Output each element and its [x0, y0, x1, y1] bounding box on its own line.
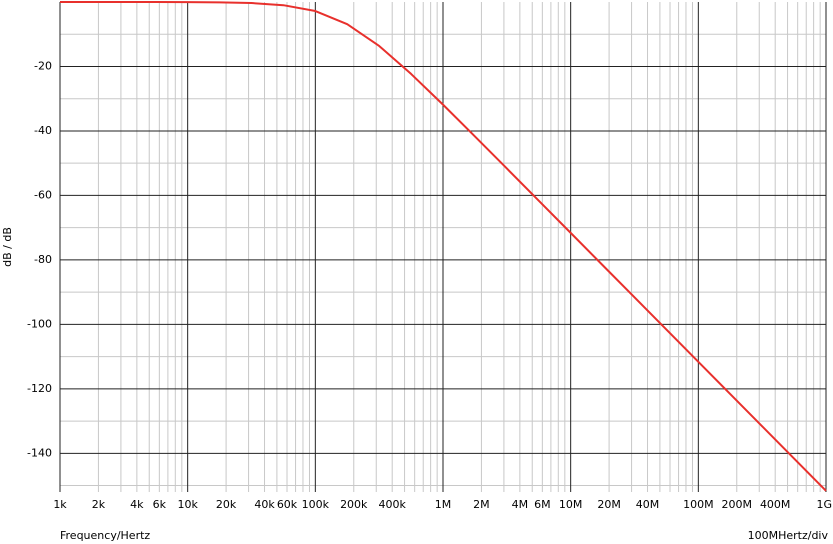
x-tick-label: 40k: [254, 498, 275, 511]
x-scale-note: 100MHertz/div: [748, 529, 829, 542]
x-tick-label: 400k: [379, 498, 407, 511]
x-tick-label: 100k: [302, 498, 330, 511]
x-tick-label: 1k: [53, 498, 67, 511]
x-tick-label: 400M: [760, 498, 791, 511]
x-tick-label: 60k: [277, 498, 298, 511]
x-tick-label: 4M: [512, 498, 529, 511]
x-tick-label: 200k: [340, 498, 368, 511]
data-line: [60, 1, 827, 492]
x-tick-label: 20k: [216, 498, 237, 511]
y-tick-label: -80: [34, 253, 52, 266]
y-tick-label: -100: [27, 317, 52, 330]
x-tick-label: 2M: [473, 498, 490, 511]
x-tick-label: 10k: [177, 498, 198, 511]
x-tick-label: 10M: [559, 498, 583, 511]
x-tick-label: 1M: [435, 498, 452, 511]
x-tick-label: 2k: [92, 498, 106, 511]
y-tick-label: -20: [34, 59, 52, 72]
y-tick-label: -40: [34, 124, 52, 137]
x-tick-label: 100M: [683, 498, 714, 511]
y-tick-label: -120: [27, 382, 52, 395]
x-tick-label: 6M: [534, 498, 551, 511]
y-tick-label: -140: [27, 446, 52, 459]
x-tick-label: 1G: [816, 498, 832, 511]
x-tick-label: 40M: [636, 498, 660, 511]
x-axis-label: Frequency/Hertz: [60, 529, 150, 542]
y-axis-label: dB / dB: [1, 227, 14, 267]
x-tick-label: 6k: [153, 498, 167, 511]
x-tick-label: 200M: [722, 498, 753, 511]
x-tick-label: 20M: [597, 498, 621, 511]
y-tick-label: -60: [34, 188, 52, 201]
x-tick-label: 4k: [130, 498, 144, 511]
